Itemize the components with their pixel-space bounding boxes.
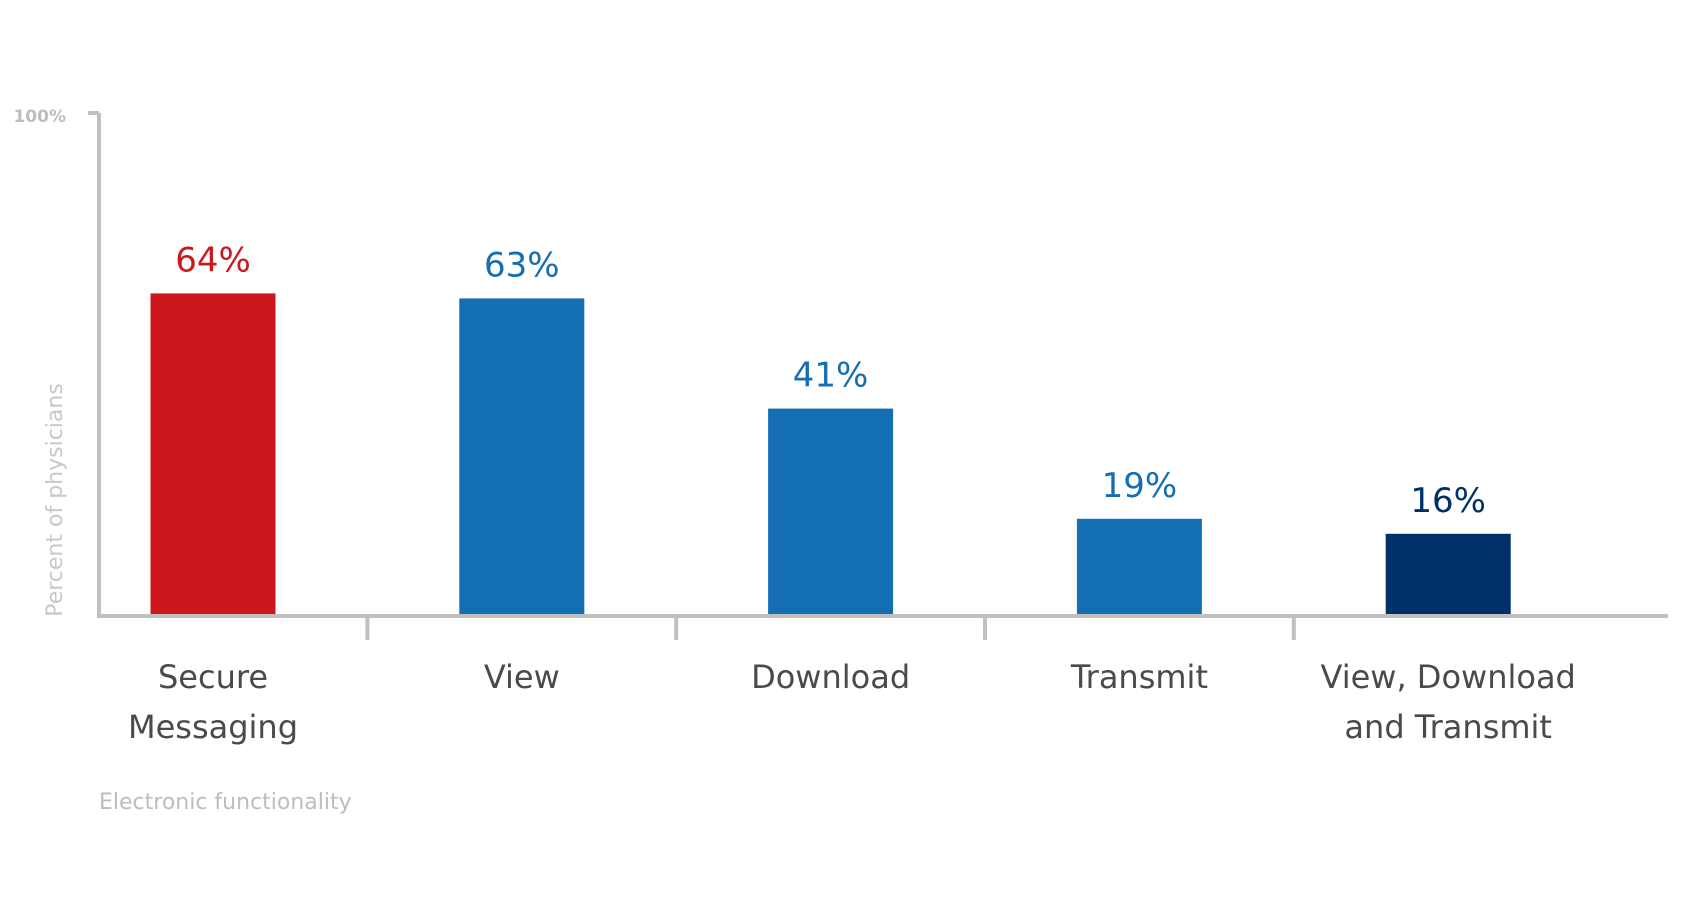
axes (88, 111, 1668, 618)
data-label-1: 63% (484, 245, 560, 285)
category-label-2: Download (751, 658, 910, 696)
data-labels: 64% 63% 41% 19% 16% (175, 240, 1486, 520)
bars (150, 293, 1511, 614)
data-label-0: 64% (175, 240, 251, 280)
x-axis-ticks (365, 616, 1296, 640)
category-label-4-line-0: View, Download (1321, 658, 1576, 696)
category-label-0-line-0: Secure (158, 658, 268, 696)
category-label-3: Transmit (1070, 658, 1208, 696)
bar-1 (459, 298, 585, 614)
y-axis-max-label: 100% (13, 107, 66, 127)
category-label-1: View (484, 658, 560, 696)
y-axis-title: Percent of physicians (43, 383, 68, 617)
category-label-0-line-1: Messaging (128, 708, 298, 746)
category-label-4-line-1: and Transmit (1344, 708, 1552, 746)
bar-0 (150, 293, 276, 614)
data-label-3: 19% (1102, 466, 1178, 506)
bar-4 (1385, 533, 1511, 614)
category-labels: Secure Messaging View Download Transmit View,… (128, 658, 1576, 746)
x-axis-title: Electronic functionality (99, 790, 352, 815)
data-label-2: 41% (793, 356, 869, 396)
data-label-4: 16% (1410, 481, 1486, 521)
bar-3 (1076, 518, 1202, 614)
bar-2 (768, 408, 894, 614)
